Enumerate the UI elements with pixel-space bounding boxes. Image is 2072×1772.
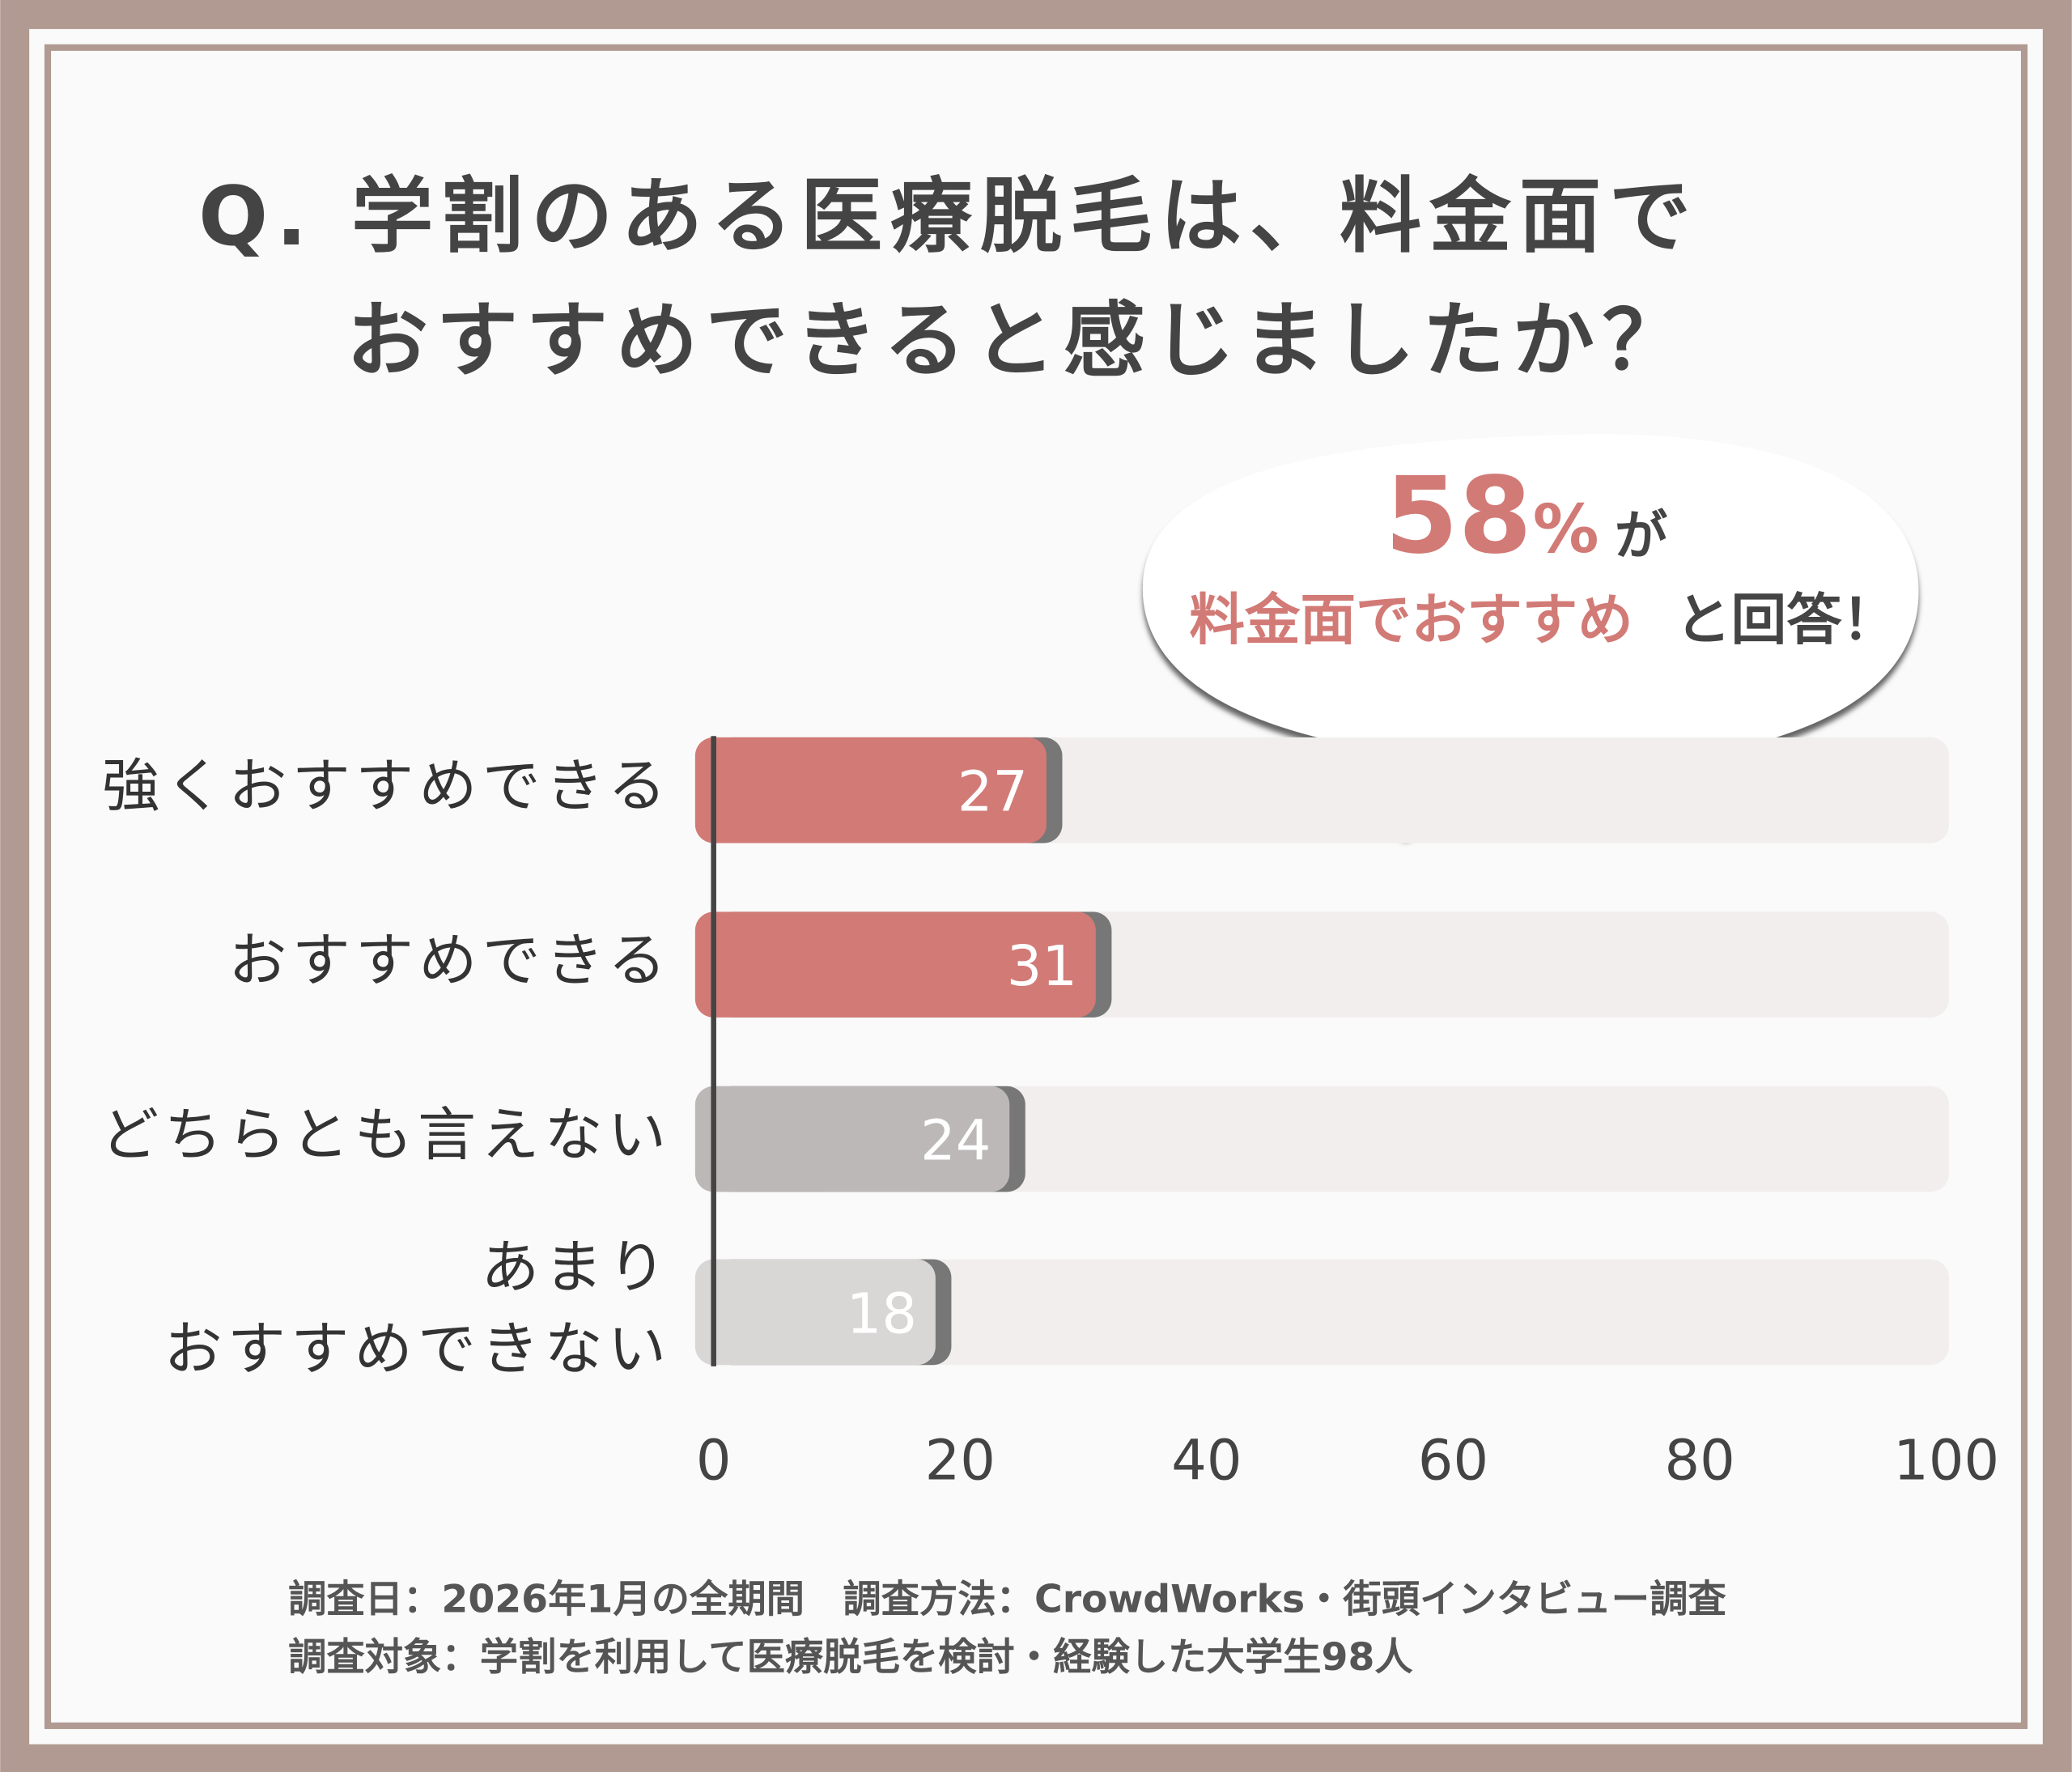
- frame-line: [44, 44, 2028, 1729]
- bar-value-label: 24: [920, 1109, 991, 1174]
- footnote: 調査日：2026年1月の全期間 調査方法：CrowdWorks・街頭インタビュー…: [288, 1577, 1726, 1621]
- x-tick-label: 100: [1893, 1429, 1999, 1494]
- bar: [694, 911, 1096, 1018]
- category-label: 強くおすすめできる: [102, 752, 672, 820]
- x-tick-label: 0: [696, 1429, 732, 1494]
- annotation-highlight: 料金面でおすすめ: [1189, 589, 1633, 653]
- bar: [694, 1086, 1010, 1192]
- bar-value-label: 27: [957, 760, 1028, 825]
- category-label: あまり: [481, 1233, 671, 1301]
- bar-value-label: 31: [1007, 934, 1077, 999]
- annotation-unit: %: [1533, 491, 1599, 568]
- frame-inner: [29, 28, 2043, 1744]
- x-tick-label: 40: [1171, 1429, 1242, 1494]
- category-label: おすすめできない: [164, 1315, 672, 1383]
- x-tick-label: 80: [1664, 1429, 1734, 1494]
- title-line: おすすめできると感じましたか？: [346, 293, 1692, 389]
- x-tick-label: 20: [925, 1429, 996, 1494]
- annotation-text: と回答！: [1675, 589, 1897, 653]
- title-line: Q. 学割のある医療脱毛は、料金面で: [198, 168, 1699, 264]
- footnote: 調査対象：学割を利用して医療脱毛を検討・経験した大学生98人: [288, 1635, 1413, 1680]
- bar: [694, 1259, 936, 1366]
- annotation-number: 58: [1385, 454, 1532, 577]
- bar-track: [700, 1259, 1949, 1366]
- bar: [694, 737, 1047, 844]
- annotation-text: が: [1615, 505, 1667, 567]
- x-tick-label: 60: [1418, 1429, 1488, 1494]
- category-label: おすすめできる: [228, 926, 671, 994]
- bar-value-label: 18: [847, 1281, 917, 1346]
- category-label: どちらとも言えない: [100, 1101, 671, 1169]
